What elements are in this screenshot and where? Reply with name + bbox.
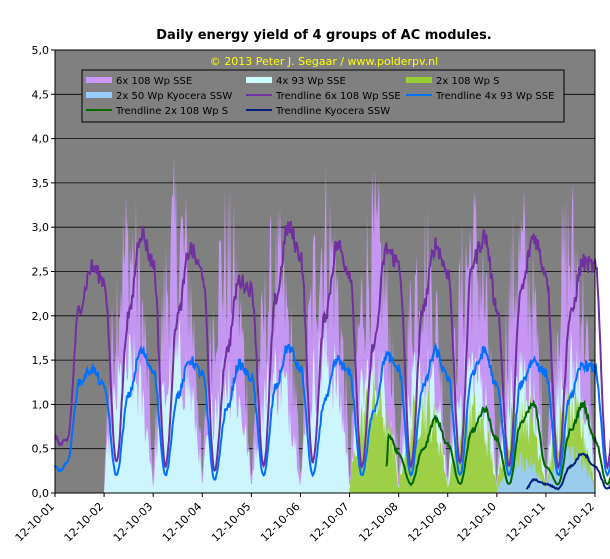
x-tick-label: 12-10-07 (307, 500, 352, 545)
x-tick-label: 12-10-03 (111, 500, 156, 545)
legend-label: Trendline Kyocera SSW (275, 106, 390, 117)
legend-item: Trendline 6x 108 Wp SSE (246, 91, 401, 102)
legend-label: 2x 50 Wp Kyocera SSW (116, 91, 232, 102)
y-tick-label: 3,5 (32, 177, 50, 190)
y-tick-label: 2,0 (32, 310, 50, 323)
x-tick-label: 12-10-06 (258, 500, 303, 545)
line-trendline-2x-108-wp-s (385, 399, 610, 487)
x-tick-label: 12-10-09 (405, 500, 450, 545)
y-tick-label: 1,0 (32, 398, 50, 411)
y-tick-label: 0,5 (32, 443, 50, 456)
chart-title: Daily energy yield of 4 groups of AC mod… (156, 28, 492, 43)
x-tick-label: 12-10-01 (13, 500, 58, 545)
legend-label: 6x 108 Wp SSE (116, 76, 192, 87)
legend-item: Trendline 4x 93 Wp SSE (406, 91, 554, 102)
y-tick-label: 0,0 (32, 487, 50, 500)
x-tick-label: 12-10-11 (504, 500, 549, 545)
x-tick-label: 12-10-10 (454, 500, 499, 545)
legend-item: 6x 108 Wp SSE (86, 76, 192, 87)
legend-swatch (246, 77, 272, 83)
legend-swatch (86, 77, 112, 83)
x-tick-label: 12-10-02 (62, 500, 107, 545)
x-tick-label: 12-10-12 (553, 500, 598, 545)
legend-item: Trendline 2x 108 Wp S (86, 106, 228, 117)
legend-label: Trendline 2x 108 Wp S (115, 106, 228, 117)
legend: 6x 108 Wp SSE 4x 93 Wp SSE 2x 108 Wp S 2x 5… (81, 69, 565, 123)
legend-item: 2x 50 Wp Kyocera SSW (86, 91, 232, 102)
y-tick-label: 1,5 (32, 354, 50, 367)
line-trendline-kyocera-ssw (525, 452, 610, 491)
y-axis: 0,0 0,5 1,0 1,5 2,0 2,5 3,0 3,5 4,0 4,5 5,0 (32, 44, 55, 500)
x-tick-label: 12-10-08 (356, 500, 401, 545)
y-tick-label: 3,0 (32, 221, 50, 234)
x-tick-label: 12-10-05 (209, 500, 254, 545)
area-2x-50-wp-kyocera-ssw (55, 444, 595, 493)
line-trendline-6x-108-wp-sse (54, 220, 610, 472)
y-tick-label: 4,0 (32, 133, 50, 146)
legend-label: 4x 93 Wp SSE (276, 76, 346, 87)
legend-swatch (86, 92, 112, 98)
legend-item: Trendline Kyocera SSW (246, 106, 390, 117)
line-series (54, 220, 610, 491)
legend-item: 4x 93 Wp SSE (246, 76, 346, 87)
legend-swatch (406, 77, 432, 83)
legend-box (81, 69, 565, 123)
y-tick-label: 5,0 (32, 44, 50, 57)
legend-label: Trendline 6x 108 Wp SSE (275, 91, 401, 102)
x-tick-label: 12-10-04 (160, 500, 205, 545)
x-axis: 12-10-01 12-10-02 12-10-03 12-10-04 12-10-05… (13, 493, 598, 545)
y-tick-label: 4,5 (32, 88, 50, 101)
y-tick-label: 2,5 (32, 266, 50, 279)
legend-label: 2x 108 Wp S (436, 76, 500, 87)
chart-subtitle: © 2013 Peter J. Segaar / www.polderpv.nl (210, 55, 438, 68)
legend-item: 2x 108 Wp S (406, 76, 500, 87)
line-trendline-4x-93-wp-sse (54, 342, 610, 481)
legend-label: Trendline 4x 93 Wp SSE (435, 91, 554, 102)
